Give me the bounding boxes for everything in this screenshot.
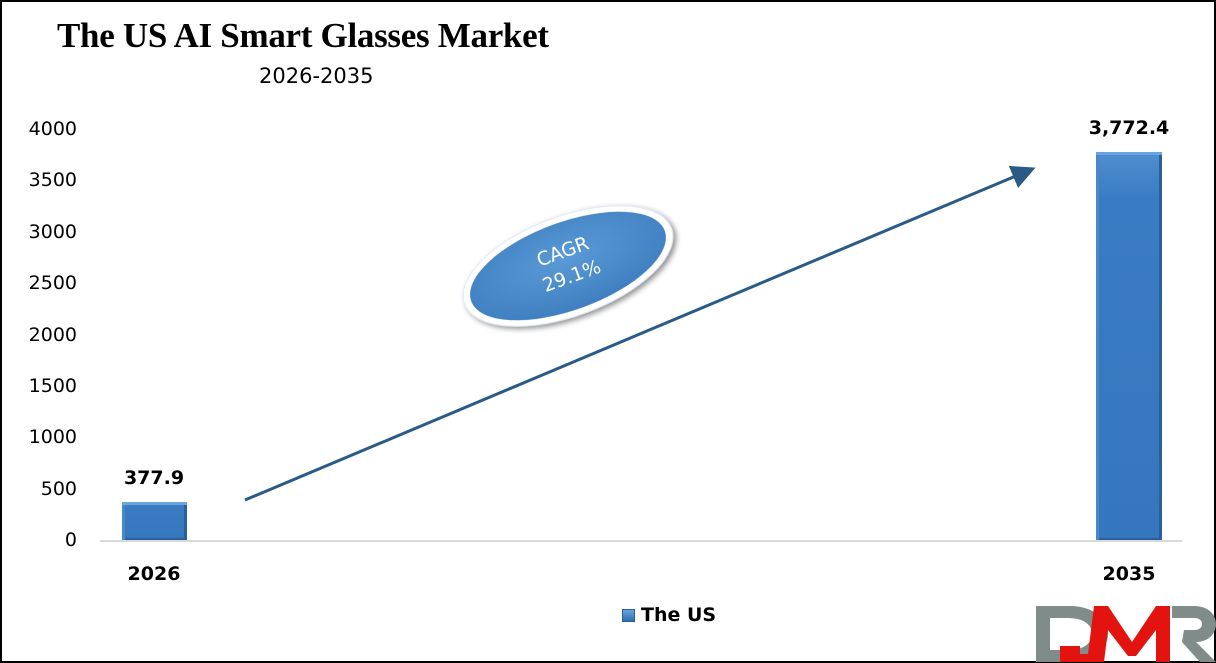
- y-tick-2000: 2000: [28, 324, 77, 346]
- y-tick-1000: 1000: [28, 426, 77, 448]
- y-tick-500: 500: [40, 478, 77, 500]
- dmr-logo-icon: [1036, 606, 1216, 662]
- y-tick-2500: 2500: [28, 272, 77, 294]
- chart-subtitle: 2026-2035: [259, 64, 374, 88]
- data-label-2026: 377.9: [123, 467, 185, 489]
- bar-2026: [122, 502, 187, 540]
- legend-swatch-icon: [622, 608, 635, 622]
- bar-2035: [1096, 152, 1162, 540]
- y-tick-1500: 1500: [28, 375, 77, 397]
- x-category-2035: 2035: [1102, 563, 1156, 585]
- y-tick-0: 0: [64, 529, 77, 551]
- data-label-2035: 3,772.4: [1088, 117, 1170, 139]
- x-category-2026: 2026: [127, 563, 181, 585]
- legend: The US: [622, 604, 716, 626]
- y-tick-3500: 3500: [28, 169, 77, 191]
- legend-label: The US: [641, 604, 717, 626]
- x-axis-line: [100, 540, 1182, 542]
- y-tick-3000: 3000: [28, 221, 77, 243]
- chart-title: The US AI Smart Glasses Market: [57, 16, 549, 55]
- y-tick-4000: 4000: [28, 118, 77, 140]
